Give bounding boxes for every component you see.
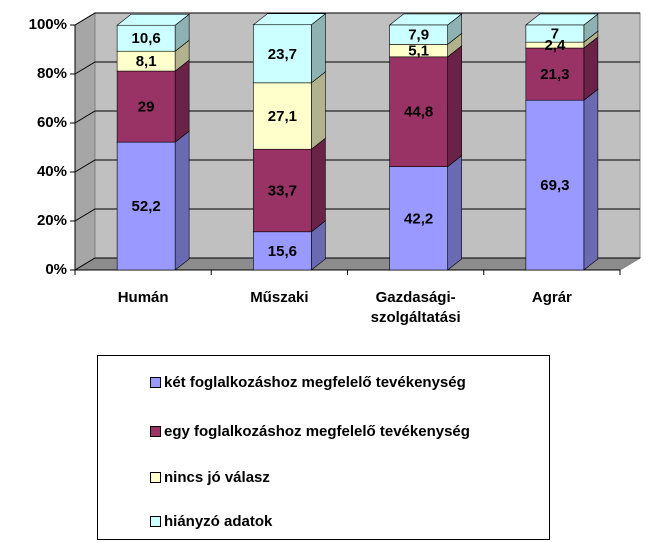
bar <box>253 231 312 271</box>
bar-segment <box>252 13 327 84</box>
data-label: 8,1 <box>136 53 157 70</box>
bar-side-shade <box>311 138 326 232</box>
bar-segment <box>388 13 463 45</box>
bar-side-shade <box>583 89 598 270</box>
bar-side-shade <box>447 155 462 270</box>
data-label: 2,4 <box>544 37 566 54</box>
bar-side-shade <box>447 33 462 57</box>
data-label: 5,1 <box>408 43 429 60</box>
side-wall <box>74 12 96 271</box>
bar-side-shade <box>311 220 326 270</box>
bar-side-shade <box>311 71 326 150</box>
bar <box>116 141 176 271</box>
data-label: 44,8 <box>404 104 433 121</box>
legend-swatch <box>150 426 161 437</box>
bar <box>253 24 312 84</box>
bar-segment <box>525 36 599 101</box>
bar <box>525 24 585 43</box>
y-tick-label: 40% <box>37 163 67 180</box>
data-label: 15,6 <box>268 243 297 260</box>
y-tick-label: 0% <box>45 261 67 278</box>
x-tick-label: Műszaki <box>250 289 309 306</box>
grid-line <box>74 12 640 26</box>
bar-side-shade <box>583 31 598 49</box>
legend-swatch <box>150 516 161 527</box>
bar-segment <box>116 13 190 52</box>
y-tick-label: 60% <box>37 114 67 131</box>
legend-label: nincs jó válasz <box>164 469 270 486</box>
bar-side-shade <box>583 37 598 101</box>
data-label: 10,6 <box>132 30 161 47</box>
x-tick-label: Humán <box>117 289 169 306</box>
bar <box>389 24 448 45</box>
data-label: 7,9 <box>408 27 429 44</box>
bar <box>525 47 585 101</box>
bar <box>116 24 176 52</box>
data-label: 27,1 <box>268 108 297 125</box>
y-tick-label: 100% <box>29 16 67 33</box>
legend-swatch <box>150 472 161 483</box>
data-label: 23,7 <box>268 46 297 63</box>
bar-side-shade <box>447 14 462 45</box>
legend-label: egy foglalkozáshoz megfelelő tevékenység <box>164 423 470 440</box>
bar-side-shade <box>175 40 190 72</box>
x-tick-label: Gazdasági-szolgáltatási <box>370 289 461 326</box>
y-tick-label: 20% <box>37 212 67 229</box>
legend-label: két foglalkozáshoz megfelelő tevékenység <box>164 374 466 391</box>
bar-side-shade <box>311 13 326 83</box>
data-label: 21,3 <box>540 66 569 83</box>
data-label: 29 <box>138 99 155 116</box>
bar-side-shade <box>175 131 190 270</box>
x-tick-label: Agrár <box>531 289 572 306</box>
bar-side-shade <box>447 45 462 167</box>
bar-segment <box>525 13 599 43</box>
legend-label: hiányzó adatok <box>164 513 273 530</box>
legend-swatch <box>150 377 161 388</box>
bar <box>253 82 312 150</box>
data-label: 42,2 <box>404 210 433 227</box>
bar-segment <box>252 137 327 233</box>
bar <box>253 148 312 233</box>
bar-side-shade <box>175 14 190 52</box>
bar-side-shade <box>583 14 598 43</box>
bar-side-shade <box>175 60 190 143</box>
y-tick-label: 80% <box>37 65 67 82</box>
legend-entry: két foglalkozáshoz megfelelő tevékenység <box>150 374 466 391</box>
legend-entry: egy foglalkozáshoz megfelelő tevékenység <box>150 423 470 440</box>
legend-entry: nincs jó válasz <box>150 469 270 486</box>
data-label: 33,7 <box>268 182 297 199</box>
data-label: 69,3 <box>540 177 569 194</box>
legend-entry: hiányzó adatok <box>150 513 272 530</box>
data-label: 52,2 <box>132 198 161 215</box>
bar <box>116 70 176 143</box>
legend: két foglalkozáshoz megfelelő tevékenység… <box>97 355 550 540</box>
data-label: 7 <box>551 26 559 43</box>
